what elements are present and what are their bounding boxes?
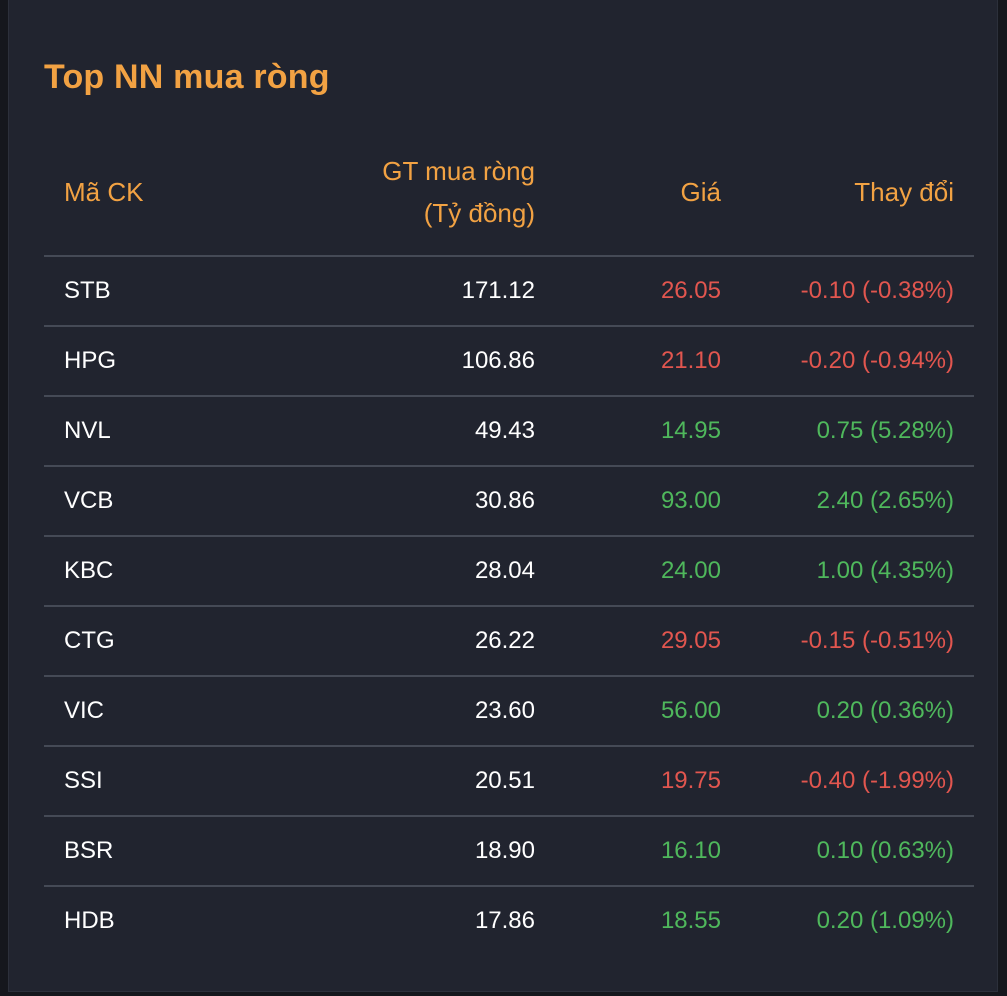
stock-code[interactable]: STB (64, 277, 111, 304)
net-buy-value: 49.43 (474, 417, 535, 444)
table-header: Mã CK GT mua ròng (Tỷ đồng) Giá Thay đổi (44, 150, 974, 257)
price-change: 0.20 (1.09%) (816, 907, 954, 934)
table-row[interactable]: VCB 30.86 93.00 2.40 (2.65%) (44, 467, 974, 537)
header-net-buy-value-line1: GT mua ròng (382, 156, 535, 186)
header-stock-code: Mã CK (64, 177, 144, 207)
price-change: 1.00 (4.35%) (816, 557, 954, 584)
table-body: STB 171.12 26.05 -0.10 (-0.38%) HPG 106.86 21.… (44, 257, 974, 955)
net-buy-value: 171.12 (461, 277, 535, 304)
price-change: -0.10 (-0.38%) (800, 277, 954, 304)
price: 93.00 (660, 487, 721, 514)
header-price: Giá (680, 177, 721, 207)
price: 19.75 (660, 767, 721, 794)
stock-code[interactable]: CTG (64, 627, 115, 654)
stock-code[interactable]: SSI (64, 767, 103, 794)
price: 14.95 (660, 417, 721, 444)
table-row[interactable]: CTG 26.22 29.05 -0.15 (-0.51%) (44, 607, 974, 677)
table-row[interactable]: KBC 28.04 24.00 1.00 (4.35%) (44, 537, 974, 607)
price: 56.00 (660, 697, 721, 724)
price: 21.10 (660, 347, 721, 374)
net-buy-value: 26.22 (474, 627, 535, 654)
table-row[interactable]: HDB 17.86 18.55 0.20 (1.09%) (44, 887, 974, 955)
price-change: -0.15 (-0.51%) (800, 627, 954, 654)
price: 18.55 (660, 907, 721, 934)
stock-code[interactable]: KBC (64, 557, 114, 584)
net-buy-table: Mã CK GT mua ròng (Tỷ đồng) Giá Thay đổi… (44, 150, 974, 955)
table-row[interactable]: STB 171.12 26.05 -0.10 (-0.38%) (44, 257, 974, 327)
table-row[interactable]: SSI 20.51 19.75 -0.40 (-1.99%) (44, 747, 974, 817)
table-row[interactable]: NVL 49.43 14.95 0.75 (5.28%) (44, 397, 974, 467)
net-buy-value: 18.90 (474, 837, 535, 864)
net-buy-value: 28.04 (474, 557, 535, 584)
stock-code[interactable]: VIC (64, 697, 105, 724)
table-row[interactable]: VIC 23.60 56.00 0.20 (0.36%) (44, 677, 974, 747)
header-net-buy-value: GT mua ròng (Tỷ đồng) (382, 150, 535, 234)
price-change: -0.20 (-0.94%) (800, 347, 954, 374)
price: 16.10 (660, 837, 721, 864)
stock-code[interactable]: NVL (64, 417, 111, 444)
stock-code[interactable]: HDB (64, 907, 115, 934)
net-buy-value: 17.86 (474, 907, 535, 934)
price-change: 0.20 (0.36%) (816, 697, 954, 724)
price: 26.05 (660, 277, 721, 304)
stock-code[interactable]: BSR (64, 837, 114, 864)
net-buy-value: 23.60 (474, 697, 535, 724)
price-change: -0.40 (-1.99%) (800, 767, 954, 794)
header-change: Thay đổi (854, 177, 954, 207)
panel-title: Top NN mua ròng (44, 58, 330, 96)
price-change: 2.40 (2.65%) (816, 487, 954, 514)
price: 29.05 (660, 627, 721, 654)
price-change: 0.10 (0.63%) (816, 837, 954, 864)
table-row[interactable]: BSR 18.90 16.10 0.10 (0.63%) (44, 817, 974, 887)
net-buy-value: 20.51 (474, 767, 535, 794)
stock-code[interactable]: VCB (64, 487, 114, 514)
stock-code[interactable]: HPG (64, 347, 117, 374)
net-buy-value: 30.86 (474, 487, 535, 514)
net-buy-value: 106.86 (461, 347, 535, 374)
price: 24.00 (660, 557, 721, 584)
price-change: 0.75 (5.28%) (816, 417, 954, 444)
header-net-buy-value-unit: (Tỷ đồng) (423, 198, 535, 228)
foreign-net-buy-panel: Top NN mua ròng Mã CK GT mua ròng (Tỷ đồ… (8, 0, 998, 992)
table-row[interactable]: HPG 106.86 21.10 -0.20 (-0.94%) (44, 327, 974, 397)
